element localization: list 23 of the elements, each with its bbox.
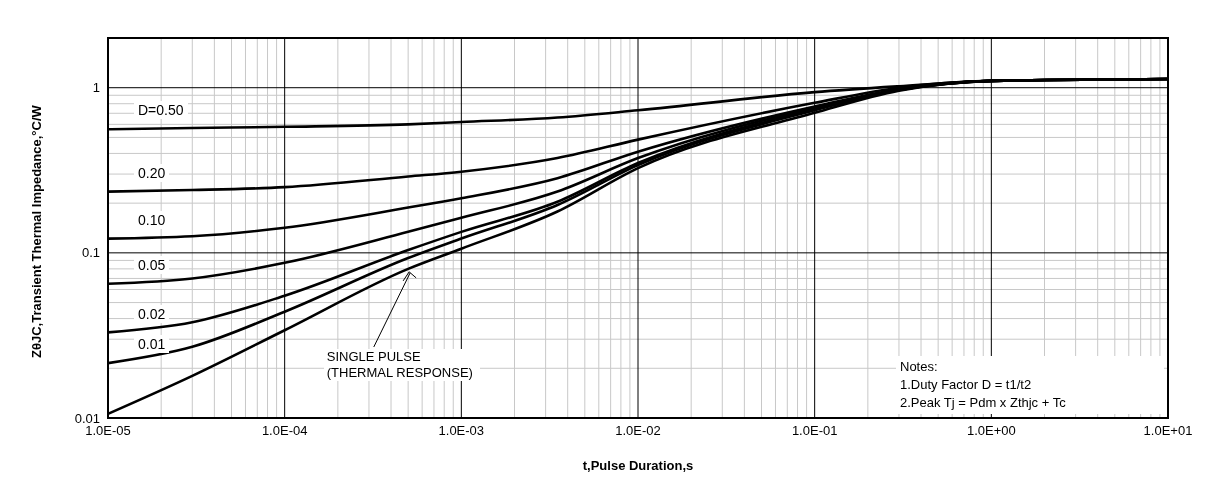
y-tick-label: 0.1 — [81, 245, 100, 261]
annotation: 2.Peak Tj = Pdm x Zthjc + Tc — [900, 394, 1067, 412]
series-label: 0.02 — [134, 304, 170, 323]
annotation: Notes: — [900, 358, 939, 376]
notes-panel: Notes: 1.Duty Factor D = t1/t2 2.Peak Tj = Pdm x Zthjc + Tc — [896, 356, 1164, 414]
series-label: D=0.50 — [134, 101, 188, 120]
series-label: 0.05 — [134, 255, 170, 274]
x-tick-label: 1.0E+01 — [1143, 423, 1193, 439]
y-axis-title: ZθJC,Transient Thermal Impedance,°C/W — [28, 104, 44, 358]
series-label: 0.10 — [134, 210, 170, 229]
x-tick-label: 1.0E-03 — [438, 423, 485, 439]
y-tick-label: 0.01 — [74, 410, 100, 426]
series-label: 0.01 — [134, 335, 170, 354]
series-label: 0.20 — [134, 163, 170, 182]
text: SINGLE PULSE (THERMAL RESPONSE) — [323, 349, 480, 381]
x-tick-label: 1.0E-05 — [85, 423, 131, 439]
x-tick-label: 1.0E-04 — [261, 423, 308, 439]
x-tick-label: 1.0E-02 — [615, 423, 661, 439]
annotation: 1.Duty Factor D = t1/t2 — [900, 376, 1033, 394]
x-tick-label: 1.0E+00 — [966, 423, 1016, 439]
x-axis-title: t,Pulse Duration,s — [582, 458, 694, 473]
x-tick-label: 1.0E-01 — [791, 423, 838, 439]
y-tick-label: 1 — [92, 80, 100, 96]
